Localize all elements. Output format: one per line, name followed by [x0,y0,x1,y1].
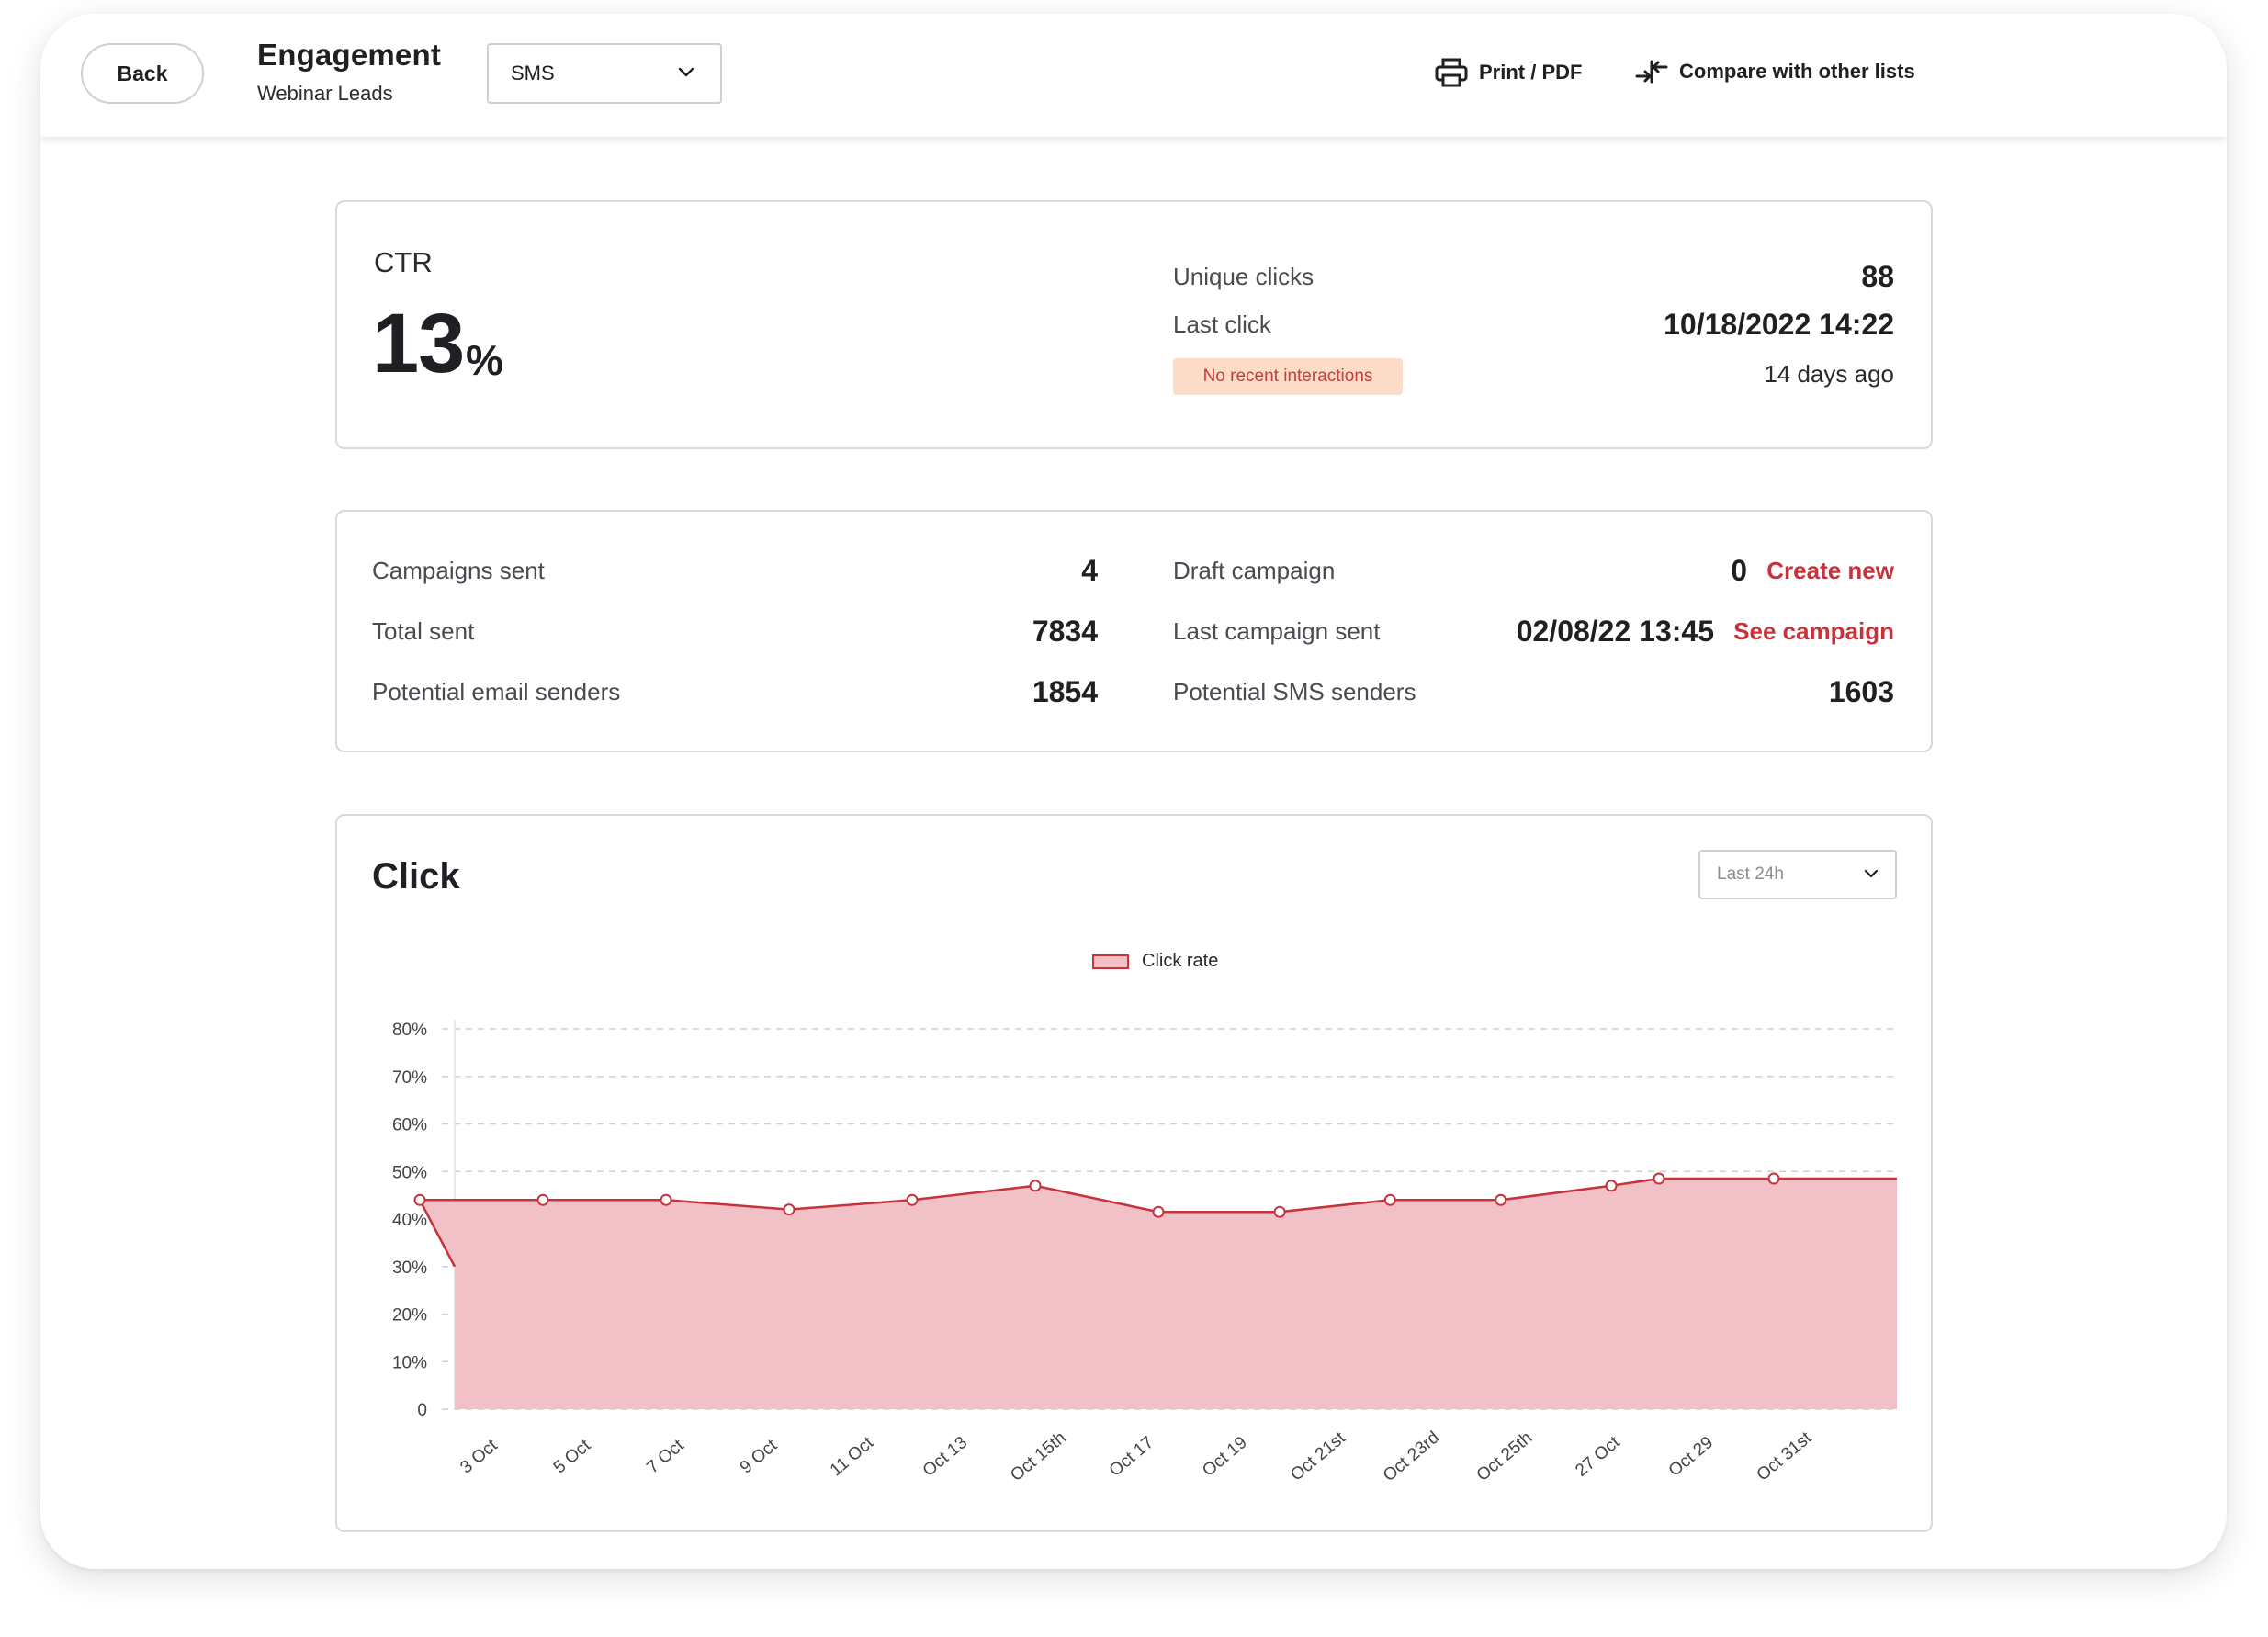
app-window: Back Engagement Webinar Leads SMS Print … [40,14,2227,1569]
last-campaign-sent-value: 02/08/22 13:45 [1516,615,1714,648]
x-tick-label: Oct 25th [1473,1428,1537,1485]
chart-title: Click [372,856,460,897]
campaigns-sent-value: 4 [1081,554,1098,587]
x-tick-label: Oct 31st [1754,1428,1816,1485]
channel-select[interactable]: SMS [487,43,722,104]
time-range-select[interactable]: Last 24h [1698,850,1897,899]
ctr-card: CTR 13 % Unique clicks 88 Last click 10/… [335,200,1933,449]
data-point [1767,1172,1780,1185]
data-point [1029,1180,1042,1192]
x-tick-label: Oct 23rd [1380,1428,1443,1485]
compare-arrows-icon [1635,60,1668,84]
click-chart-card: Click Last 24h Click rate 0 10% 20% 30% 40% 5… [335,814,1933,1532]
back-button[interactable]: Back [81,43,204,104]
x-tick-label: 27 Oct [1572,1432,1624,1481]
create-new-link[interactable]: Create new [1766,557,1894,584]
y-tick-label: 50% [392,1163,427,1182]
x-tick-label: Oct 21st [1287,1428,1349,1485]
data-point [413,1193,426,1206]
data-point [1605,1180,1618,1192]
print-pdf-button[interactable]: Print / PDF [1435,58,1582,87]
x-tick-label: Oct 15th [1007,1428,1070,1485]
total-sent-value: 7834 [1032,615,1098,648]
potential-email-senders-value: 1854 [1032,675,1098,708]
draft-campaign-value: 0 [1731,554,1747,587]
x-tick-label: 5 Oct [550,1436,595,1478]
data-point [906,1193,919,1206]
ctr-label: CTR [374,246,433,278]
channel-select-value: SMS [511,62,555,85]
compare-lists-button[interactable]: Compare with other lists [1635,58,1915,85]
x-tick-label: 3 Oct [457,1436,502,1478]
y-tick-label: 60% [392,1116,427,1135]
click-rate-area [420,1179,1897,1409]
click-rate-chart: 0 10% 20% 30% 40% 50% 60% 70% 80% 3 Oct 5 Oct 7 Oct… [392,1020,1897,1485]
data-point [1495,1193,1507,1206]
last-click-ago: 14 days ago [1764,360,1894,388]
top-bar: Back Engagement Webinar Leads SMS Print … [40,14,2227,137]
last-campaign-sent-label: Last campaign sent [1173,617,1381,645]
data-point [1383,1193,1396,1206]
no-recent-interactions-badge: No recent interactions [1173,358,1403,395]
time-range-value: Last 24h [1717,864,1784,884]
printer-icon [1435,58,1468,87]
see-campaign-link[interactable]: See campaign [1733,617,1894,645]
y-tick-label: 80% [392,1021,427,1040]
y-tick-label: 20% [392,1306,427,1326]
last-click-value: 10/18/2022 14:22 [1664,308,1894,341]
compare-lists-label: Compare with other lists [1679,60,1915,83]
potential-sms-senders-label: Potential SMS senders [1173,678,1416,706]
unique-clicks-label: Unique clicks [1173,263,1315,290]
potential-email-senders-label: Potential email senders [372,678,621,706]
chevron-down-icon [678,67,694,77]
x-tick-label: 9 Oct [737,1436,782,1478]
data-point [660,1193,672,1206]
data-point [1653,1172,1665,1185]
y-tick-label: 0 [417,1401,427,1420]
x-tick-label: Oct 17 [1106,1433,1157,1481]
page-title: Engagement [257,38,442,72]
x-tick-label: Oct 13 [920,1433,971,1481]
campaign-stats-card: Campaigns sent 4 Total sent 7834 Potenti… [335,510,1933,752]
chart-legend: Click rate [1092,951,1218,972]
potential-sms-senders-value: 1603 [1828,675,1894,708]
last-click-label: Last click [1173,310,1271,338]
y-tick-label: 70% [392,1068,427,1088]
x-tick-label: Oct 29 [1665,1433,1717,1481]
x-tick-label: Oct 19 [1199,1433,1250,1481]
data-point [1152,1205,1165,1218]
total-sent-label: Total sent [372,617,475,645]
page-heading: Engagement Webinar Leads [257,38,441,106]
data-point [536,1193,549,1206]
legend-swatch [1092,954,1129,969]
y-tick-label: 40% [392,1211,427,1230]
ctr-unit: % [466,336,503,384]
x-tick-label: 7 Oct [643,1436,688,1478]
legend-label: Click rate [1142,951,1219,971]
y-tick-label: 30% [392,1259,427,1278]
draft-campaign-label: Draft campaign [1173,557,1336,584]
ctr-value: 13 [372,297,465,390]
data-point [783,1203,795,1216]
print-pdf-label: Print / PDF [1479,61,1583,84]
data-point [1273,1205,1286,1218]
list-name: Webinar Leads [257,82,393,105]
x-tick-label: 11 Oct [827,1433,878,1481]
y-tick-label: 10% [392,1353,427,1372]
chevron-down-icon [1864,869,1879,878]
campaigns-sent-label: Campaigns sent [372,557,545,584]
unique-clicks-value: 88 [1861,260,1894,293]
